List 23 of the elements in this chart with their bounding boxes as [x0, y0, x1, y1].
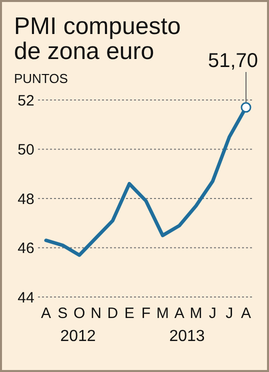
x-tick-label: J: [208, 305, 216, 322]
x-tick-label: A: [174, 305, 184, 322]
x-tick-label: M: [190, 305, 202, 322]
y-tick-label: 44: [18, 289, 34, 306]
y-tick-label: 48: [18, 190, 34, 208]
x-tick-label: E: [124, 305, 134, 322]
x-tick-label: D: [107, 305, 118, 322]
x-tick-label: S: [58, 305, 68, 322]
data-label: 51,70: [208, 50, 258, 72]
text: 2013: [169, 328, 205, 345]
chart-title: PMI compuesto de zona euro: [14, 13, 181, 65]
y-tick-label: 50: [18, 142, 34, 158]
y-tick-label: 52: [18, 92, 34, 110]
x-tick-label: O: [73, 305, 86, 322]
x-tick-label: N: [90, 305, 102, 322]
x-tick-label: M: [156, 305, 169, 322]
x-tick-label: F: [141, 305, 151, 322]
y-axis-title: PUNTOS: [14, 71, 68, 86]
text: 2012: [60, 328, 96, 345]
x-tick-label: A: [240, 305, 252, 322]
y-tick-label: 46: [18, 240, 34, 257]
x-tick-label: J: [226, 305, 234, 322]
x-tick-label: A: [40, 305, 52, 322]
